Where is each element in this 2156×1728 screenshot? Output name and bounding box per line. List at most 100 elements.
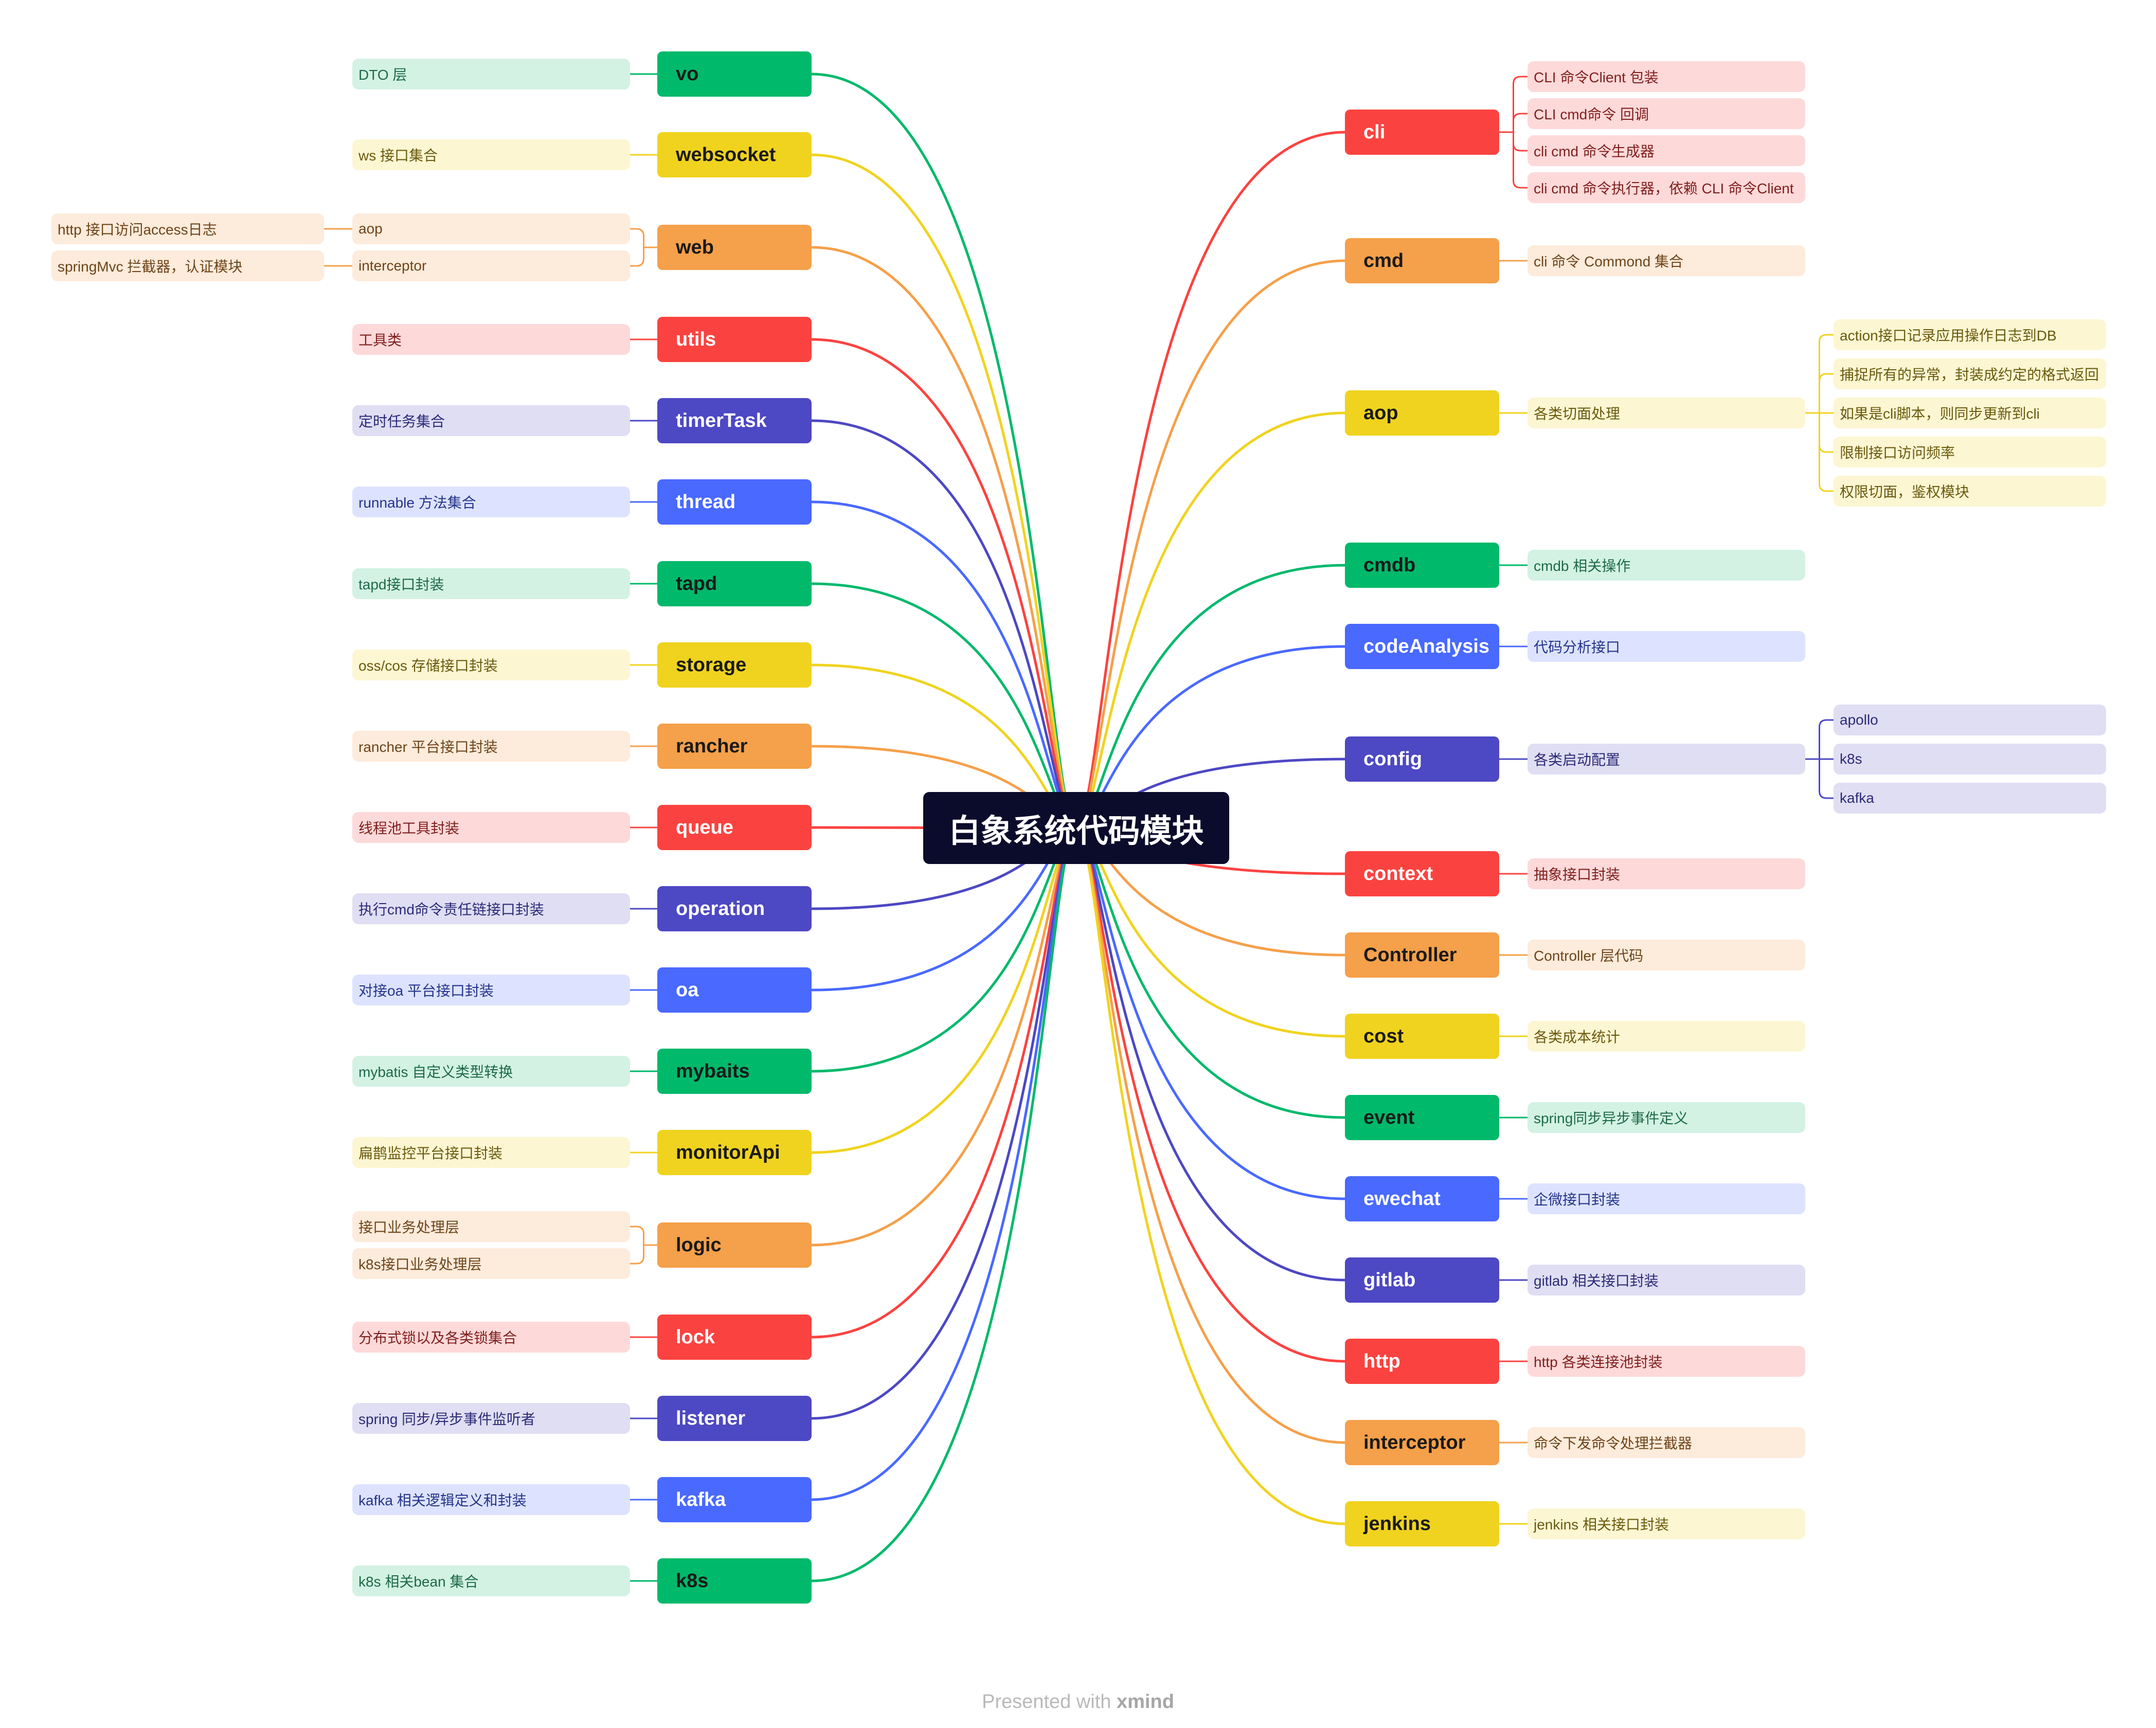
topic-monitorapi[interactable]: monitorApi bbox=[657, 1130, 812, 1175]
topic-utils[interactable]: utils bbox=[657, 317, 812, 362]
subtopic-cli-client[interactable]: CLI 命令Client 包装 bbox=[1528, 61, 1805, 92]
connector-line bbox=[1819, 373, 1835, 414]
topic-interceptor[interactable]: interceptor bbox=[1345, 1420, 1499, 1465]
leaf-kafka[interactable]: kafka bbox=[1834, 783, 2106, 814]
subtopic-mybatis[interactable]: mybatis 自定义类型转换 bbox=[352, 1056, 630, 1087]
subtopic-spring[interactable]: spring 同步/异步事件监听者 bbox=[352, 1403, 630, 1434]
leaf-k8s[interactable]: k8s bbox=[1834, 744, 2106, 775]
subtopic-rancher[interactable]: rancher 平台接口封装 bbox=[352, 731, 630, 762]
topic-logic[interactable]: logic bbox=[657, 1222, 812, 1268]
connector-line bbox=[810, 419, 1077, 830]
connector-line bbox=[1075, 826, 1346, 1200]
topic-cli[interactable]: cli bbox=[1345, 110, 1499, 155]
topic-cost[interactable]: cost bbox=[1345, 1014, 1499, 1059]
topic-cmd[interactable]: cmd bbox=[1345, 238, 1499, 283]
connector-line bbox=[1819, 412, 1835, 453]
subtopic-item[interactable]: 工具类 bbox=[352, 324, 630, 355]
subtopic-interceptor[interactable]: interceptor bbox=[352, 250, 630, 281]
connector-line bbox=[1075, 826, 1346, 1525]
topic-controller[interactable]: Controller bbox=[1345, 932, 1499, 978]
root-topic[interactable]: 白象系统代码模块 bbox=[923, 792, 1229, 864]
xmind-logo: xmind bbox=[1117, 1691, 1174, 1713]
subtopic-jenkins[interactable]: jenkins 相关接口封装 bbox=[1528, 1508, 1805, 1539]
subtopic-item[interactable]: 各类启动配置 bbox=[1528, 744, 1805, 775]
topic-kafka[interactable]: kafka bbox=[657, 1477, 812, 1522]
topic-event[interactable]: event bbox=[1345, 1095, 1499, 1140]
connector-line bbox=[1819, 719, 1835, 760]
subtopic-item[interactable]: 各类成本统计 bbox=[1528, 1021, 1805, 1052]
subtopic-cli-cmd[interactable]: cli cmd 命令生成器 bbox=[1528, 135, 1805, 166]
subtopic-k8s[interactable]: k8s接口业务处理层 bbox=[352, 1248, 630, 1279]
connector-line bbox=[810, 826, 1077, 1501]
topic-k8s[interactable]: k8s bbox=[657, 1558, 812, 1604]
topic-aop[interactable]: aop bbox=[1345, 390, 1499, 436]
subtopic-k8s-bean[interactable]: k8s 相关bean 集合 bbox=[352, 1565, 630, 1596]
subtopic-cli-commond[interactable]: cli 命令 Commond 集合 bbox=[1528, 245, 1805, 276]
connector-line bbox=[810, 826, 1077, 1073]
topic-websocket[interactable]: websocket bbox=[657, 132, 812, 177]
topic-gitlab[interactable]: gitlab bbox=[1345, 1257, 1499, 1303]
connector-line bbox=[810, 826, 1077, 1420]
subtopic-dto[interactable]: DTO 层 bbox=[352, 59, 630, 89]
connector-line bbox=[810, 153, 1077, 830]
subtopic-cli-cmd[interactable]: CLI cmd命令 回调 bbox=[1528, 98, 1805, 129]
leaf-apollo[interactable]: apollo bbox=[1834, 705, 2106, 735]
connector-line bbox=[629, 228, 644, 248]
subtopic-item[interactable]: 线程池工具封装 bbox=[352, 812, 630, 843]
topic-codeanalysis[interactable]: codeAnalysis bbox=[1345, 624, 1499, 669]
subtopic-spring[interactable]: spring同步异步事件定义 bbox=[1528, 1102, 1805, 1133]
topic-storage[interactable]: storage bbox=[657, 642, 812, 688]
connector-line bbox=[810, 826, 1077, 1247]
subtopic-tapd[interactable]: tapd接口封装 bbox=[352, 568, 630, 599]
subtopic-ws[interactable]: ws 接口集合 bbox=[352, 139, 630, 170]
topic-thread[interactable]: thread bbox=[657, 479, 812, 525]
leaf-action-db[interactable]: action接口记录应用操作日志到DB bbox=[1834, 319, 2106, 350]
subtopic-item[interactable]: 企微接口封装 bbox=[1528, 1183, 1805, 1214]
topic-ewechat[interactable]: ewechat bbox=[1345, 1176, 1499, 1221]
topic-oa[interactable]: oa bbox=[657, 967, 812, 1013]
topic-config[interactable]: config bbox=[1345, 736, 1499, 782]
topic-lock[interactable]: lock bbox=[657, 1315, 812, 1360]
subtopic-runnable[interactable]: runnable 方法集合 bbox=[352, 487, 630, 517]
topic-vo[interactable]: vo bbox=[657, 51, 812, 97]
topic-timertask[interactable]: timerTask bbox=[657, 398, 812, 443]
topic-cmdb[interactable]: cmdb bbox=[1345, 543, 1499, 588]
topic-operation[interactable]: operation bbox=[657, 886, 812, 931]
subtopic-http[interactable]: http 各类连接池封装 bbox=[1528, 1346, 1805, 1377]
connector-line bbox=[810, 826, 1077, 1582]
topic-http[interactable]: http bbox=[1345, 1339, 1499, 1384]
leaf-springmvc[interactable]: springMvc 拦截器，认证模块 bbox=[51, 250, 324, 281]
subtopic-item[interactable]: 命令下发命令处理拦截器 bbox=[1528, 1427, 1805, 1458]
subtopic-aop[interactable]: aop bbox=[352, 213, 630, 244]
subtopic-controller[interactable]: Controller 层代码 bbox=[1528, 940, 1805, 970]
subtopic-oa[interactable]: 对接oa 平台接口封装 bbox=[352, 975, 630, 1005]
subtopic-item[interactable]: 代码分析接口 bbox=[1528, 631, 1805, 662]
leaf-item[interactable]: 权限切面，鉴权模块 bbox=[1834, 476, 2106, 507]
topic-tapd[interactable]: tapd bbox=[657, 561, 812, 606]
subtopic-item[interactable]: 定时任务集合 bbox=[352, 405, 630, 436]
topic-web[interactable]: web bbox=[657, 225, 812, 270]
topic-jenkins[interactable]: jenkins bbox=[1345, 1501, 1499, 1546]
subtopic-item[interactable]: 分布式锁以及各类锁集合 bbox=[352, 1322, 630, 1353]
footer-prefix: Presented with bbox=[982, 1691, 1117, 1713]
subtopic-item[interactable]: 抽象接口封装 bbox=[1528, 858, 1805, 889]
topic-mybaits[interactable]: mybaits bbox=[657, 1049, 812, 1094]
subtopic-cli-cmd-cli-client[interactable]: cli cmd 命令执行器，依赖 CLI 命令Client bbox=[1528, 172, 1805, 203]
subtopic-item[interactable]: 扁鹊监控平台接口封装 bbox=[352, 1137, 630, 1168]
subtopic-cmdb[interactable]: cmdb 相关操作 bbox=[1528, 550, 1805, 581]
subtopic-oss-cos[interactable]: oss/cos 存储接口封装 bbox=[352, 650, 630, 680]
topic-queue[interactable]: queue bbox=[657, 805, 812, 850]
leaf-item[interactable]: 限制接口访问频率 bbox=[1834, 437, 2106, 467]
subtopic-kafka[interactable]: kafka 相关逻辑定义和封装 bbox=[352, 1484, 630, 1515]
connector-line bbox=[1513, 131, 1529, 152]
leaf-cli-cli[interactable]: 如果是cli脚本，则同步更新到cli bbox=[1834, 398, 2106, 428]
subtopic-item[interactable]: 接口业务处理层 bbox=[352, 1211, 630, 1242]
leaf-http-access[interactable]: http 接口访问access日志 bbox=[51, 213, 324, 244]
subtopic-gitlab[interactable]: gitlab 相关接口封装 bbox=[1528, 1265, 1805, 1295]
leaf-item[interactable]: 捕捉所有的异常，封装成约定的格式返回 bbox=[1834, 358, 2106, 389]
topic-context[interactable]: context bbox=[1345, 851, 1499, 896]
topic-listener[interactable]: listener bbox=[657, 1396, 812, 1441]
subtopic-cmd[interactable]: 执行cmd命令责任链接口封装 bbox=[352, 893, 630, 924]
subtopic-item[interactable]: 各类切面处理 bbox=[1528, 398, 1805, 428]
topic-rancher[interactable]: rancher bbox=[657, 724, 812, 769]
